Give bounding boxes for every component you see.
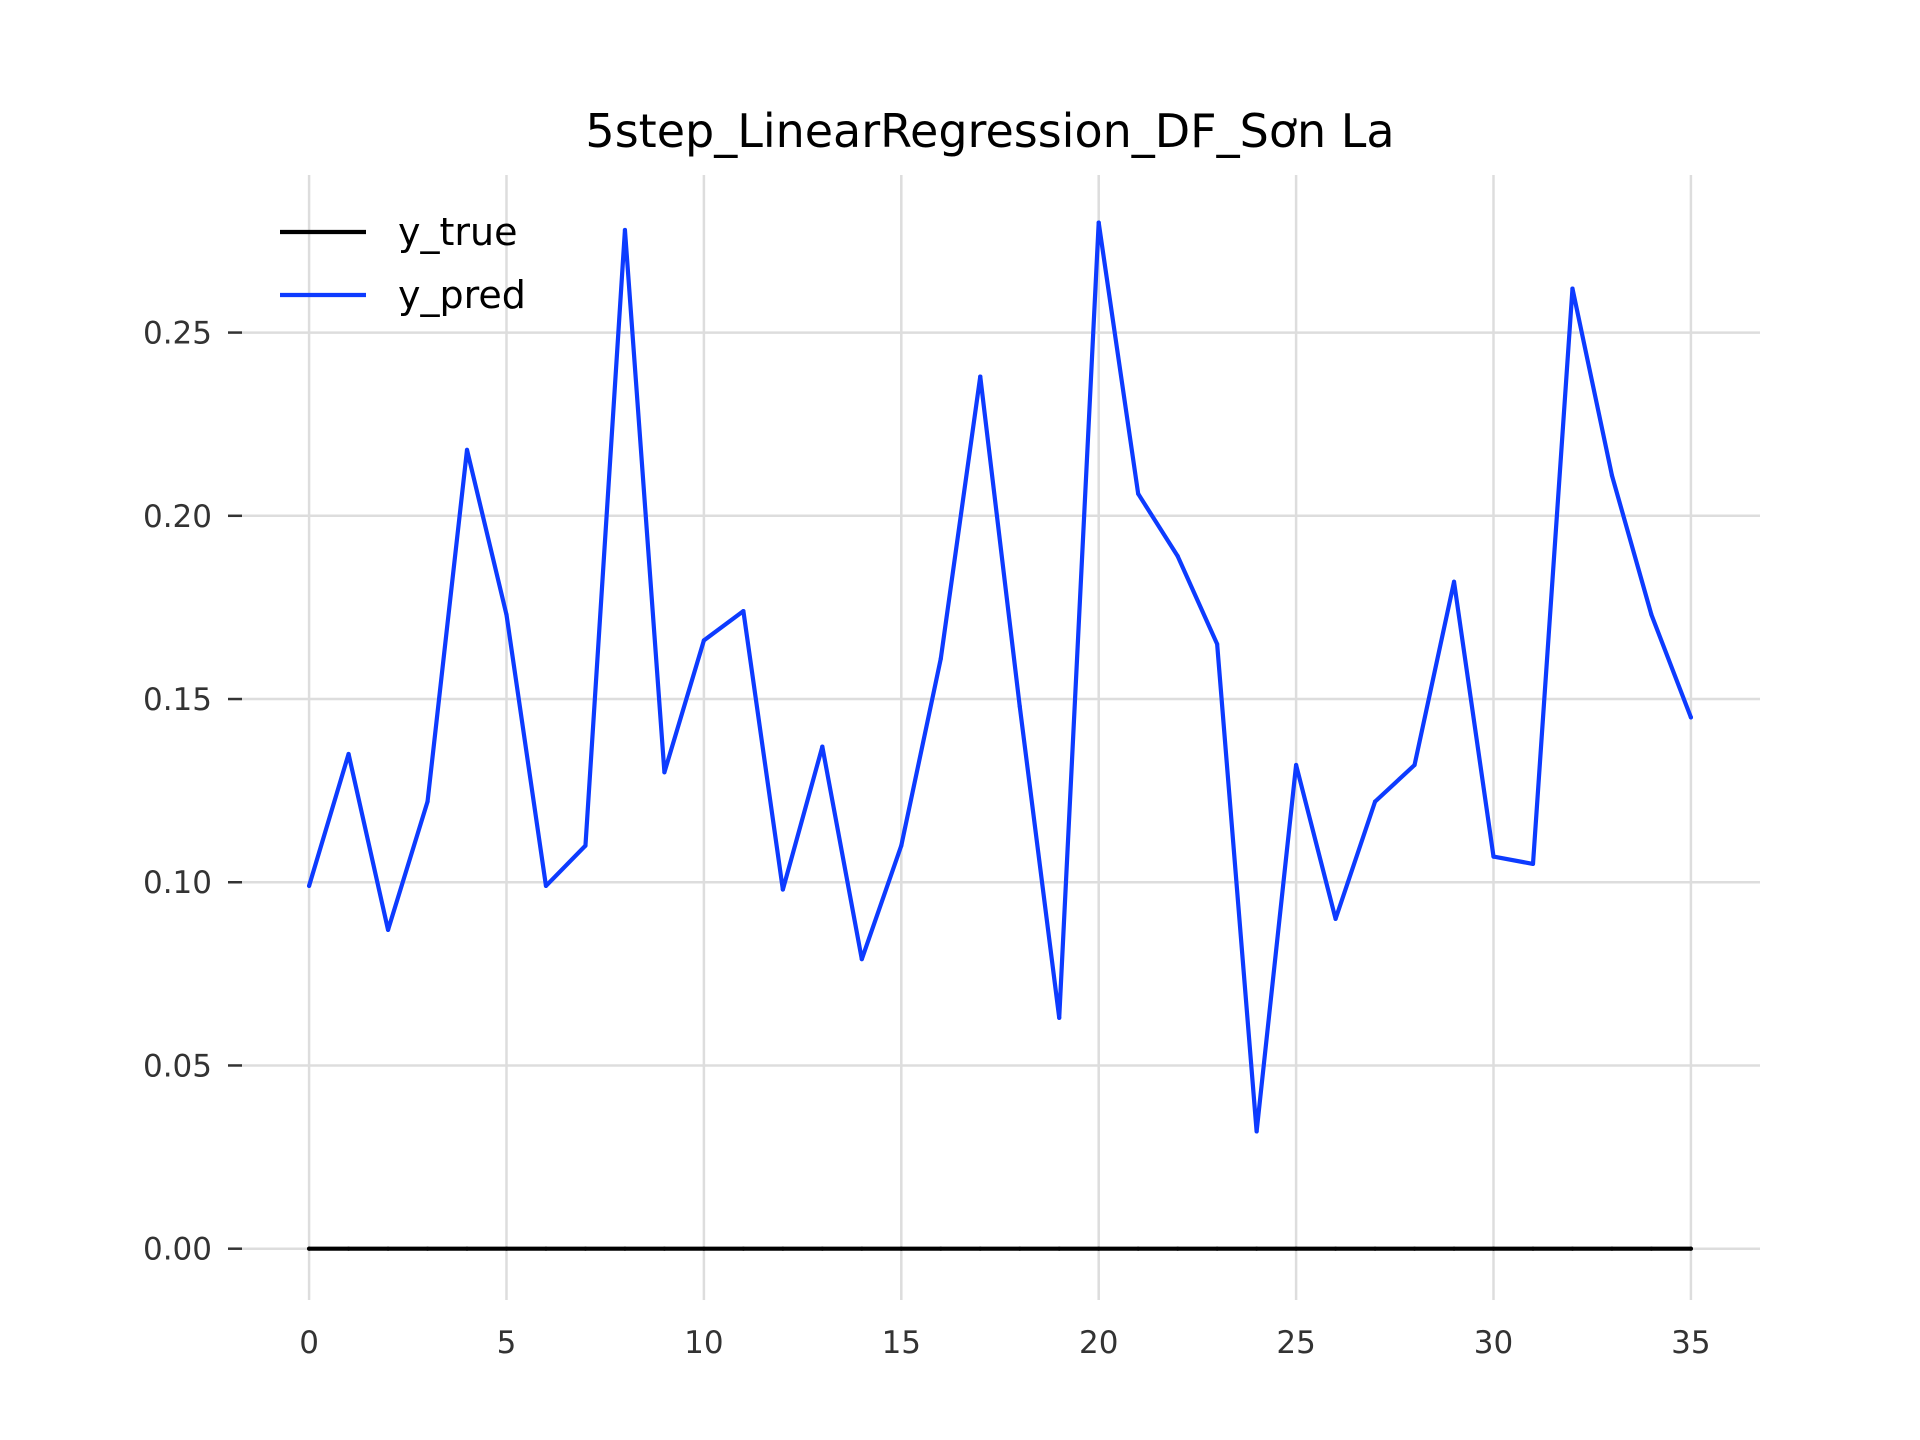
data-point-y-true [1175,1246,1180,1251]
data-point-y-true [780,1246,785,1251]
data-point-y-pred [859,957,864,962]
y-tick-label: 0.00 [143,1232,212,1268]
chart-title: 5step_LinearRegression_DF_Sơn La [585,104,1394,158]
data-point-y-pred [1688,715,1694,720]
data-point-y-pred [543,883,549,889]
data-point-y-true [899,1246,904,1251]
data-point-y-pred [780,887,785,892]
data-point-y-pred [662,770,667,775]
x-tick-label: 20 [1079,1325,1118,1361]
x-tick-label: 35 [1671,1325,1710,1361]
data-point-y-pred [1254,1129,1259,1134]
data-point-y-pred [1294,762,1299,768]
legend: y_true y_pred [280,210,526,317]
data-point-y-pred [701,638,706,643]
x-tick-label: 25 [1276,1325,1315,1361]
data-point-y-pred [1333,916,1338,921]
data-point-y-pred [425,799,430,804]
data-point-y-pred [1017,704,1022,709]
data-point-y-true [701,1246,706,1251]
legend-label-y-true: y_true [398,210,517,254]
data-point-y-true [1096,1246,1101,1251]
data-point-y-true [1057,1246,1062,1251]
data-point-y-pred [741,608,746,614]
data-point-y-true [346,1246,351,1251]
data-point-y-pred [1136,491,1141,496]
data-point-y-pred [1096,220,1101,225]
data-point-y-true [1451,1246,1457,1251]
grid [240,175,1760,1300]
data-point-y-true [622,1246,628,1251]
data-point-y-true [1649,1246,1654,1251]
data-point-y-true [1136,1246,1141,1251]
data-point-y-pred [583,843,588,848]
data-point-y-true [464,1246,470,1251]
data-point-y-true [1570,1246,1575,1251]
data-point-y-true [504,1246,509,1251]
data-point-y-pred [1530,861,1536,867]
data-point-y-pred [1491,854,1496,859]
data-point-y-pred [1215,641,1220,647]
data-point-y-true [741,1246,746,1251]
data-point-y-true [1372,1246,1378,1251]
series-line-y-pred [306,220,1694,1134]
y-tick-label: 0.25 [143,316,212,352]
data-point-y-true [1017,1246,1022,1251]
y-tick-label: 0.10 [143,865,212,901]
data-point-y-pred [938,656,943,661]
data-point-y-true [1294,1246,1299,1251]
data-point-y-true [1333,1246,1338,1251]
data-point-y-true [820,1246,825,1251]
data-point-y-pred [1412,762,1417,768]
x-tick-label: 5 [497,1325,517,1361]
data-point-y-true [583,1246,588,1251]
data-point-y-true [1609,1246,1615,1251]
y-tick-label: 0.20 [143,499,212,535]
data-point-y-pred [820,744,825,749]
data-point-y-pred [1175,554,1180,559]
x-tick-label: 15 [882,1325,921,1361]
data-point-y-true [1530,1246,1536,1251]
y-tick-label: 0.05 [143,1048,212,1084]
data-point-y-true [1491,1246,1496,1251]
x-tick-label: 0 [299,1325,319,1361]
data-point-y-pred [346,751,351,757]
legend-label-y-pred: y_pred [398,273,526,317]
axes: 0 5 10 15 20 25 30 35 0.00 0.05 0.10 0.15 0.20 0.25 [143,316,1711,1361]
data-point-y-true [1412,1246,1417,1251]
data-point-y-pred [464,447,470,452]
data-point-y-pred [1451,579,1457,584]
data-point-y-true [425,1246,430,1251]
data-point-y-true [543,1246,549,1251]
data-point-y-pred [1649,612,1654,617]
data-point-y-pred [1570,286,1575,291]
data-point-y-true [385,1246,391,1251]
plot-series [306,220,1694,1251]
x-tick-label: 10 [684,1325,723,1361]
data-point-y-true [662,1246,667,1251]
data-point-y-true [859,1246,864,1251]
data-point-y-true [938,1246,943,1251]
data-point-y-pred [306,883,312,889]
data-point-y-pred [1372,799,1378,804]
data-point-y-pred [622,227,628,233]
data-point-y-pred [1609,473,1615,478]
y-tick-label: 0.15 [143,682,212,718]
data-point-y-true [1688,1246,1694,1251]
data-point-y-true [978,1246,983,1251]
data-point-y-pred [504,612,509,617]
data-point-y-pred [978,374,983,379]
data-point-y-pred [899,843,904,848]
data-point-y-true [1254,1246,1259,1251]
x-tick-label: 30 [1474,1325,1513,1361]
data-point-y-pred [1057,1015,1062,1020]
data-point-y-true [1215,1246,1220,1251]
data-point-y-true [306,1246,312,1251]
data-point-y-pred [385,927,391,932]
